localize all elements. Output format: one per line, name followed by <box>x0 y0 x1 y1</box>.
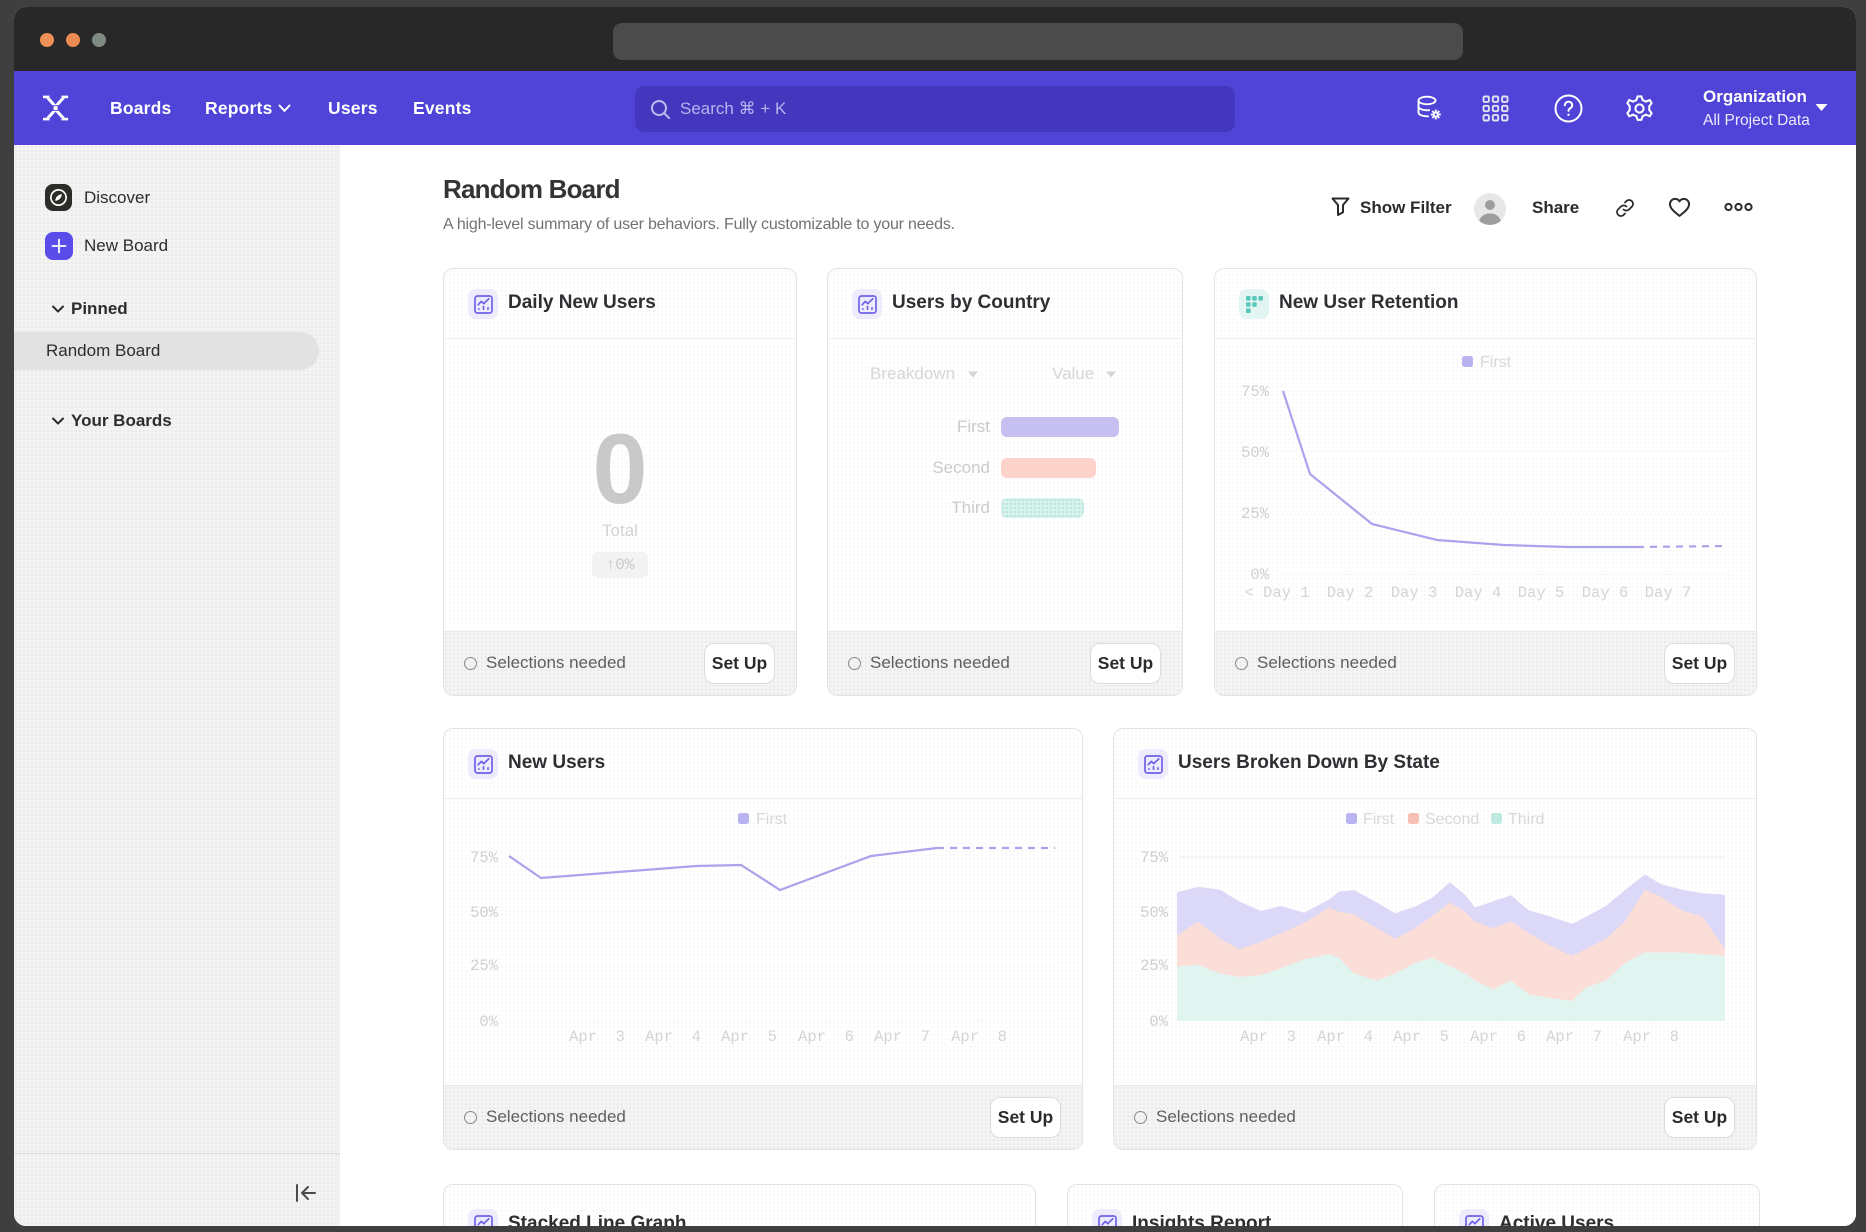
svg-text:Apr 6: Apr 6 <box>1470 1028 1526 1046</box>
svg-text:Day 3: Day 3 <box>1391 584 1438 602</box>
svg-text:25%: 25% <box>1241 505 1270 523</box>
svg-text:Apr 4: Apr 4 <box>1317 1028 1373 1046</box>
svg-text:50%: 50% <box>1140 904 1169 922</box>
svg-text:Day 4: Day 4 <box>1455 584 1502 602</box>
svg-text:50%: 50% <box>470 904 499 922</box>
svg-text:75%: 75% <box>470 849 499 867</box>
svg-text:Apr 7: Apr 7 <box>874 1028 930 1046</box>
svg-text:Day 7: Day 7 <box>1645 584 1692 602</box>
svg-text:75%: 75% <box>1241 383 1270 401</box>
svg-text:0%: 0% <box>1250 566 1269 584</box>
svg-text:First: First <box>1363 811 1395 828</box>
svg-text:Apr 8: Apr 8 <box>1623 1028 1679 1046</box>
svg-text:Apr 6: Apr 6 <box>798 1028 854 1046</box>
svg-text:Apr 8: Apr 8 <box>951 1028 1007 1046</box>
svg-text:25%: 25% <box>1140 957 1169 975</box>
svg-text:Apr 3: Apr 3 <box>1240 1028 1296 1046</box>
svg-text:50%: 50% <box>1241 444 1270 462</box>
svg-text:First: First <box>756 811 788 828</box>
svg-text:Day 2: Day 2 <box>1327 584 1374 602</box>
svg-text:Third: Third <box>1508 811 1544 828</box>
svg-text:< Day 1: < Day 1 <box>1244 584 1309 602</box>
svg-text:25%: 25% <box>470 957 499 975</box>
svg-text:75%: 75% <box>1140 849 1169 867</box>
svg-text:Apr 5: Apr 5 <box>1393 1028 1449 1046</box>
svg-text:0%: 0% <box>479 1013 498 1031</box>
svg-text:0%: 0% <box>1149 1013 1168 1031</box>
svg-text:Apr 7: Apr 7 <box>1546 1028 1602 1046</box>
svg-text:Day 5: Day 5 <box>1518 584 1565 602</box>
svg-text:Apr 4: Apr 4 <box>645 1028 701 1046</box>
svg-text:Second: Second <box>1425 811 1479 828</box>
svg-text:Apr 5: Apr 5 <box>721 1028 777 1046</box>
svg-text:Day 6: Day 6 <box>1582 584 1629 602</box>
svg-text:Apr 3: Apr 3 <box>569 1028 625 1046</box>
svg-text:First: First <box>1480 354 1512 371</box>
